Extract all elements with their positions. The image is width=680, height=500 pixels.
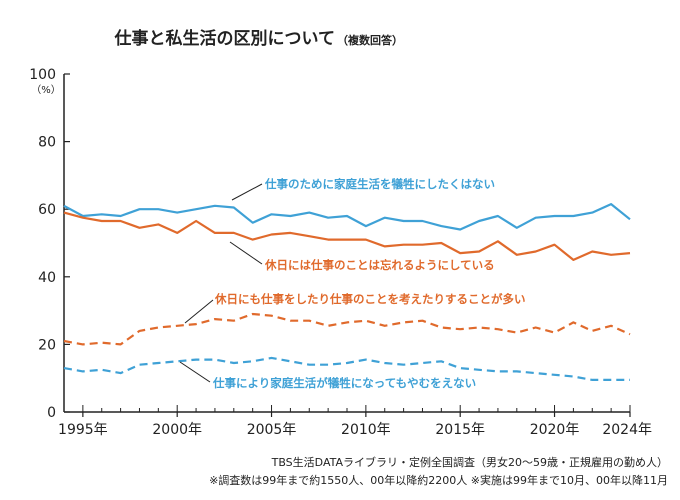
leader-line xyxy=(229,241,263,265)
y-tick-label: 0 xyxy=(47,405,56,421)
series-line-2 xyxy=(63,211,631,261)
y-axis-unit: （%） xyxy=(31,84,61,96)
x-tick-label: 2020年 xyxy=(530,422,580,438)
y-tick-label: 60 xyxy=(38,202,56,218)
y-tick-label: 100 xyxy=(29,67,56,83)
x-tick-label: 1995年 xyxy=(58,422,108,438)
series-line-4 xyxy=(63,356,630,381)
x-tick-label: 2005年 xyxy=(247,422,297,438)
series-label-3: 休日にも仕事をしたり仕事のことを考えたりすることが多い xyxy=(214,292,526,306)
series-label-1: 仕事のために家庭生活を犠牲にしたくはない xyxy=(264,177,495,191)
series-lines xyxy=(63,203,631,381)
x-tick-label: 2015年 xyxy=(435,422,485,438)
series-label-4: 仕事により家庭生活が犠牲になってもやむをえない xyxy=(212,376,476,390)
y-tick-label: 80 xyxy=(38,135,56,151)
leader-line xyxy=(231,183,263,201)
chart-title-group: 仕事と私生活の区別について （複数回答） xyxy=(114,28,404,49)
source-note-line-2: ※調査数は99年まで約1550人、00年以降約2200人 ※実施は99年まで10… xyxy=(209,473,668,487)
axes xyxy=(63,74,630,413)
chart-title-note: （複数回答） xyxy=(337,33,403,47)
chart-title: 仕事と私生活の区別について xyxy=(114,28,336,49)
series-labels: 仕事のために家庭生活を犠牲にしたくはない休日には仕事のことは忘れるようにしている… xyxy=(179,177,526,390)
leader-line xyxy=(184,299,214,324)
x-tick-label: 2010年 xyxy=(341,422,391,438)
series-line-1 xyxy=(63,203,631,231)
source-line-1: TBS生活DATAライブラリ・定例全国調査（男女20〜59歳・正規雇用の勤め人） xyxy=(271,455,668,469)
series-label-2: 休日には仕事のことは忘れるようにしている xyxy=(264,258,495,272)
y-axis-ticks: 0 20 40 60 80 100 xyxy=(29,67,70,421)
x-tick-label: 2024年 xyxy=(602,422,652,438)
x-tick-label: 2000年 xyxy=(152,422,202,438)
y-tick-label: 40 xyxy=(38,270,56,286)
series-line-3 xyxy=(63,312,631,346)
x-axis-ticks: 1995年 2000年 2005年 2010年 2015年 2020年 2024年 xyxy=(58,405,652,438)
leader-line xyxy=(179,361,211,383)
y-tick-label: 20 xyxy=(38,337,56,353)
